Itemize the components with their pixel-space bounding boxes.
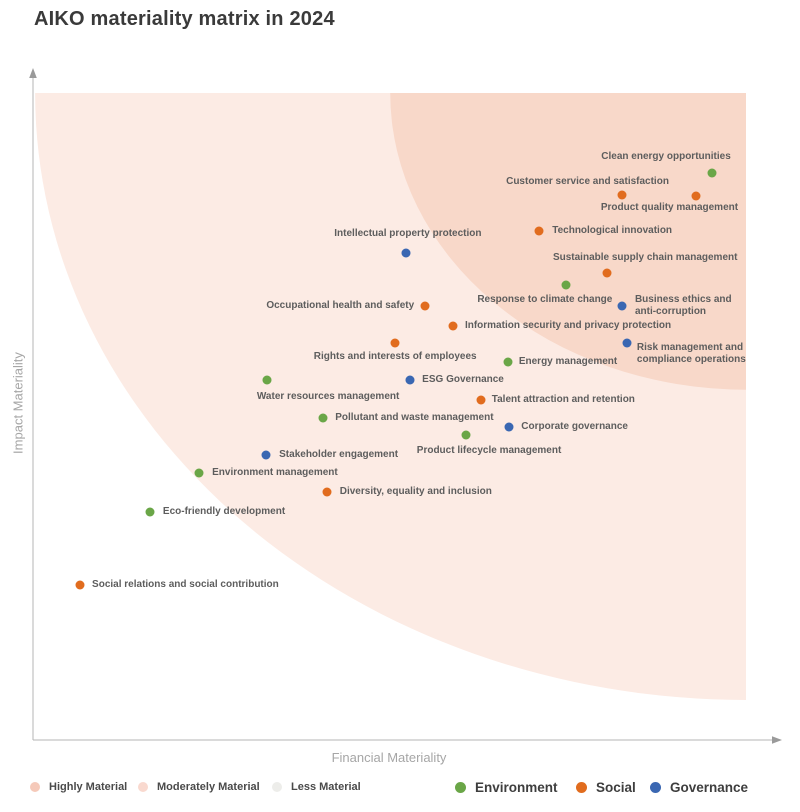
y-axis-arrow-icon bbox=[29, 68, 37, 78]
legend-label: Moderately Material bbox=[157, 781, 260, 793]
zone-highly-material bbox=[390, 93, 746, 390]
materiality-zones bbox=[35, 93, 747, 700]
moderately-material-dot-icon bbox=[138, 782, 148, 792]
highly-material-dot-icon bbox=[30, 782, 40, 792]
legend-item-moderately-material: Moderately Material bbox=[138, 780, 260, 794]
x-axis-arrow-icon bbox=[772, 736, 782, 744]
legend-label: Governance bbox=[670, 779, 749, 795]
governance-dot-icon bbox=[650, 781, 661, 793]
environment-dot-icon bbox=[455, 781, 466, 793]
legend-item-social: Social bbox=[576, 779, 636, 795]
x-axis-label: Financial Materiality bbox=[331, 750, 447, 765]
axes bbox=[29, 68, 782, 744]
legend-item-less-material: Less Material bbox=[272, 780, 361, 794]
legend-label: Social bbox=[596, 779, 636, 795]
legend-item-governance: Governance bbox=[650, 779, 749, 795]
legend-label: Environment bbox=[475, 779, 558, 795]
less-material-dot-icon bbox=[272, 782, 282, 792]
page-title: AIKO materiality matrix in 2024 bbox=[34, 8, 335, 30]
legend-item-environment: Environment bbox=[455, 779, 558, 795]
y-axis-label: Impact Materiality bbox=[10, 352, 26, 454]
legend-label: Highly Material bbox=[49, 781, 128, 793]
social-dot-icon bbox=[576, 781, 587, 793]
legend-item-highly-material: Highly Material bbox=[30, 780, 127, 794]
legend-label: Less Material bbox=[291, 781, 361, 793]
